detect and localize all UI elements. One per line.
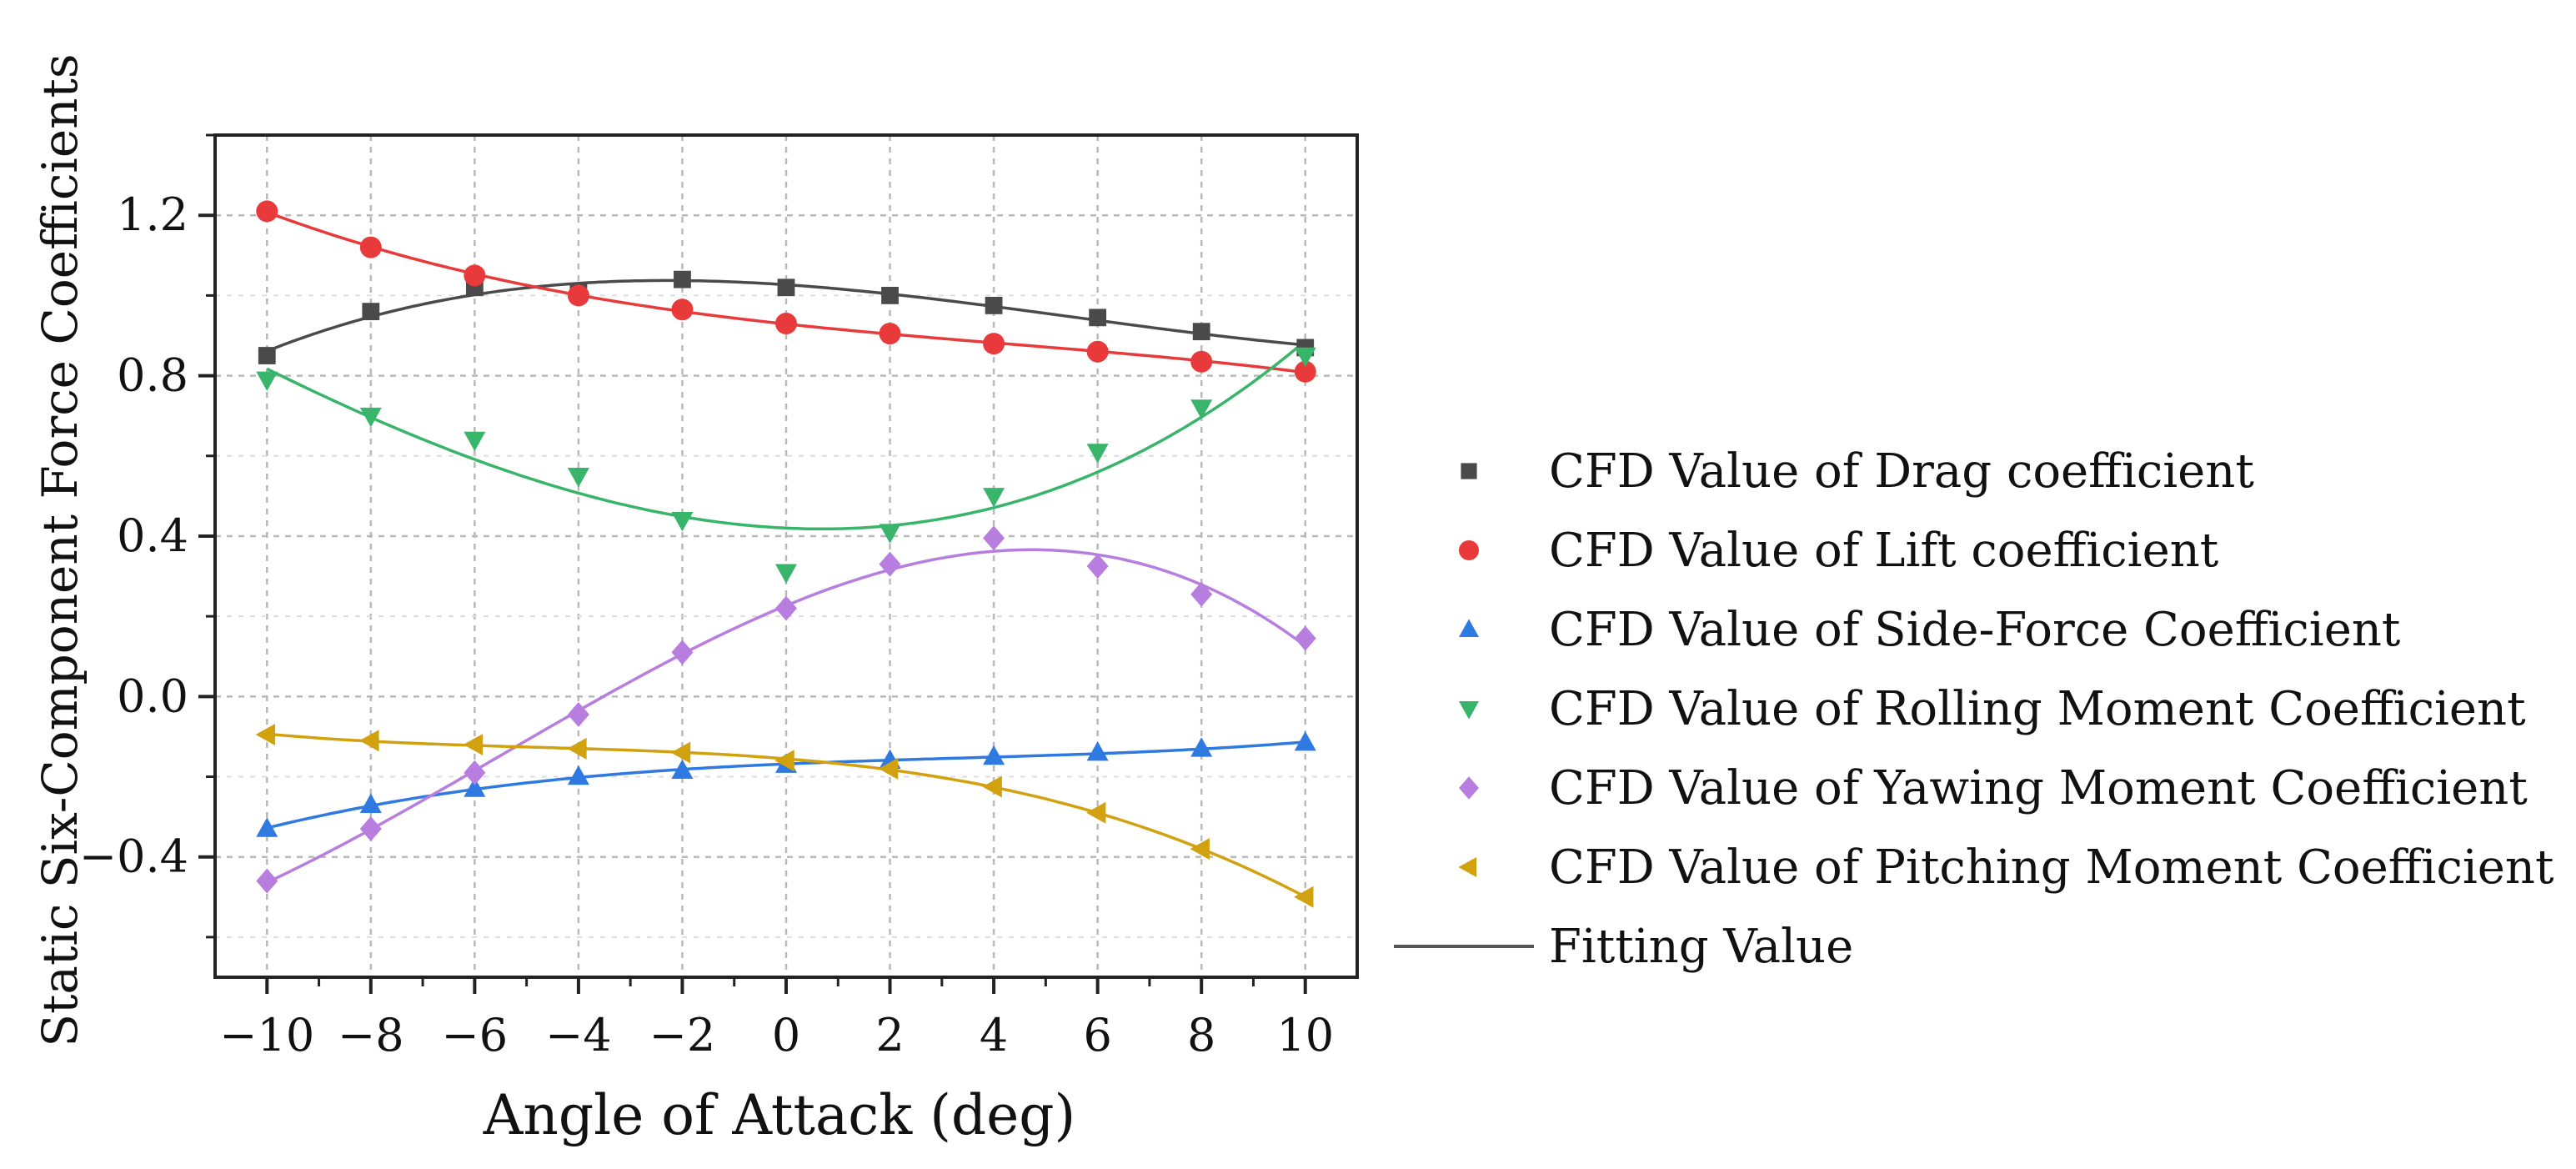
data-point bbox=[774, 750, 794, 772]
data-point bbox=[463, 734, 484, 756]
data-point bbox=[362, 303, 380, 321]
x-tick-label: −8 bbox=[338, 1009, 404, 1061]
x-tick-label: −2 bbox=[649, 1009, 716, 1061]
data-point bbox=[881, 286, 899, 304]
data-point bbox=[982, 775, 1002, 798]
data-point bbox=[359, 816, 382, 841]
x-tick-label: 2 bbox=[875, 1009, 904, 1061]
data-point bbox=[671, 759, 694, 780]
data-point bbox=[1190, 581, 1213, 607]
y-axis-label: Static Six-Component Force Coefficients bbox=[32, 53, 88, 1046]
legend-marker bbox=[1461, 463, 1477, 479]
data-point bbox=[671, 299, 694, 321]
data-point bbox=[464, 431, 486, 452]
x-tick-label: 10 bbox=[1276, 1009, 1334, 1061]
data-point bbox=[1086, 554, 1109, 579]
data-point bbox=[1190, 838, 1210, 860]
data-point bbox=[359, 793, 382, 813]
data-point bbox=[879, 524, 901, 544]
data-point bbox=[1086, 340, 1109, 363]
data-point bbox=[777, 278, 795, 297]
data-point bbox=[1085, 801, 1106, 824]
x-tick-label: 8 bbox=[1187, 1009, 1215, 1061]
data-point bbox=[1294, 347, 1316, 368]
data-point bbox=[567, 765, 589, 785]
data-point bbox=[359, 236, 382, 258]
legend-label-fitting: Fitting Value bbox=[1549, 920, 1853, 974]
x-tick-label: 0 bbox=[772, 1009, 800, 1061]
data-point bbox=[567, 702, 589, 727]
y-tick-label: −0.4 bbox=[79, 830, 188, 883]
data-point bbox=[671, 511, 694, 532]
y-tick-label: 0.0 bbox=[117, 670, 188, 722]
data-point bbox=[985, 297, 1003, 314]
data-point bbox=[464, 760, 486, 785]
x-tick-label: 6 bbox=[1083, 1009, 1111, 1061]
data-point bbox=[674, 270, 691, 288]
data-point bbox=[1190, 737, 1213, 757]
data-point bbox=[256, 817, 278, 837]
data-point bbox=[983, 488, 1005, 508]
legend-marker bbox=[1458, 857, 1476, 877]
legend-marker bbox=[1459, 701, 1479, 720]
legend-label: CFD Value of Yawing Moment Coefficient bbox=[1549, 761, 2528, 815]
legend-label: CFD Value of Drag coefficient bbox=[1549, 444, 2254, 499]
data-point bbox=[1294, 886, 1314, 908]
legend-marker bbox=[1459, 619, 1479, 637]
data-point bbox=[567, 737, 587, 760]
x-axis-label: Angle of Attack (deg) bbox=[483, 1083, 1076, 1147]
data-point bbox=[983, 525, 1005, 551]
data-point bbox=[1294, 360, 1316, 383]
x-tick-label: 4 bbox=[980, 1009, 1008, 1061]
data-point bbox=[256, 200, 278, 223]
data-point bbox=[983, 745, 1005, 765]
data-point bbox=[567, 468, 589, 488]
data-point bbox=[359, 407, 382, 428]
legend-label: CFD Value of Lift coefficient bbox=[1549, 524, 2219, 578]
x-tick-label: −6 bbox=[442, 1009, 509, 1061]
data-point bbox=[464, 264, 486, 287]
y-tick-label: 0.4 bbox=[117, 509, 188, 562]
legend-label: CFD Value of Side-Force Coefficient bbox=[1549, 603, 2401, 657]
data-point bbox=[878, 757, 899, 780]
data-point bbox=[359, 730, 379, 752]
y-axis-ticks: −0.4 0.0 0.4 0.8 1.2 bbox=[79, 133, 215, 939]
x-tick-label: −10 bbox=[219, 1009, 314, 1061]
data-point bbox=[879, 551, 901, 577]
data-point bbox=[775, 313, 797, 335]
legend-label: CFD Value of Rolling Moment Coefficient bbox=[1549, 682, 2526, 736]
data-point bbox=[464, 777, 486, 797]
data-point bbox=[1086, 444, 1109, 464]
data-point bbox=[1190, 399, 1213, 419]
legend-marker bbox=[1459, 540, 1479, 560]
data-point bbox=[1294, 625, 1316, 651]
data-point bbox=[671, 640, 694, 665]
data-point bbox=[879, 323, 901, 345]
data-point bbox=[255, 724, 276, 746]
grid-lines bbox=[215, 134, 1357, 977]
data-point bbox=[775, 564, 797, 584]
data-point bbox=[567, 284, 589, 307]
legend-marker bbox=[1459, 776, 1479, 800]
legend: CFD Value of Drag coefficient CFD Value o… bbox=[1394, 444, 2554, 974]
data-point bbox=[1089, 309, 1107, 327]
data-point bbox=[670, 741, 691, 764]
fitting-curve bbox=[266, 339, 1306, 531]
data-point bbox=[983, 333, 1005, 355]
data-point bbox=[258, 347, 276, 364]
data-point bbox=[256, 371, 278, 392]
y-tick-label: 1.2 bbox=[117, 188, 188, 241]
x-axis-ticks: −10 −8 −6 −4 −2 0 2 4 6 8 10 bbox=[219, 977, 1334, 1061]
x-tick-label: −4 bbox=[545, 1009, 612, 1061]
y-tick-label: 0.8 bbox=[117, 349, 188, 402]
legend-label: CFD Value of Pitching Moment Coefficient bbox=[1549, 840, 2554, 895]
data-point bbox=[1192, 323, 1210, 341]
data-point bbox=[1190, 350, 1213, 373]
data-point bbox=[1086, 741, 1109, 761]
data-markers bbox=[255, 200, 1316, 908]
data-point bbox=[256, 868, 278, 894]
data-point bbox=[775, 595, 797, 621]
data-point bbox=[1294, 730, 1316, 751]
